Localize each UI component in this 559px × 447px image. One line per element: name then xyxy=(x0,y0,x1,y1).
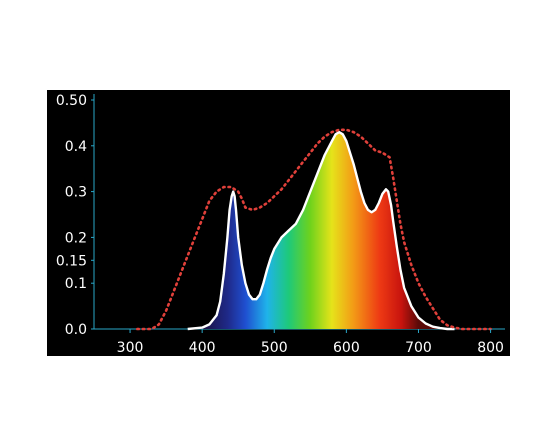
y-tick-label: 0.3 xyxy=(65,185,87,201)
x-tick-label: 400 xyxy=(189,340,216,356)
plot-area xyxy=(136,128,492,331)
y-axis-ticks: 0.0 0.1 0.15 0.2 0.3 0.4 0.50 xyxy=(56,93,94,338)
x-tick-label: 600 xyxy=(333,340,360,356)
spectrum-area xyxy=(187,132,455,329)
x-tick-label: 700 xyxy=(405,340,432,356)
x-tick-label: 800 xyxy=(477,340,504,356)
y-tick-label: 0.15 xyxy=(56,253,87,269)
y-tick-label: 0.1 xyxy=(65,276,87,292)
y-tick-label: 0.50 xyxy=(56,93,87,109)
y-tick-label: 0.2 xyxy=(65,230,87,246)
reference-curve-dotted xyxy=(136,128,492,331)
x-axis-ticks: 300 400 500 600 700 800 xyxy=(117,329,504,356)
x-tick-label: 500 xyxy=(261,340,288,356)
spectrum-outline xyxy=(187,130,455,331)
x-tick-label: 300 xyxy=(117,340,144,356)
y-tick-label: 0.4 xyxy=(65,139,87,155)
y-tick-label: 0.0 xyxy=(65,322,87,338)
